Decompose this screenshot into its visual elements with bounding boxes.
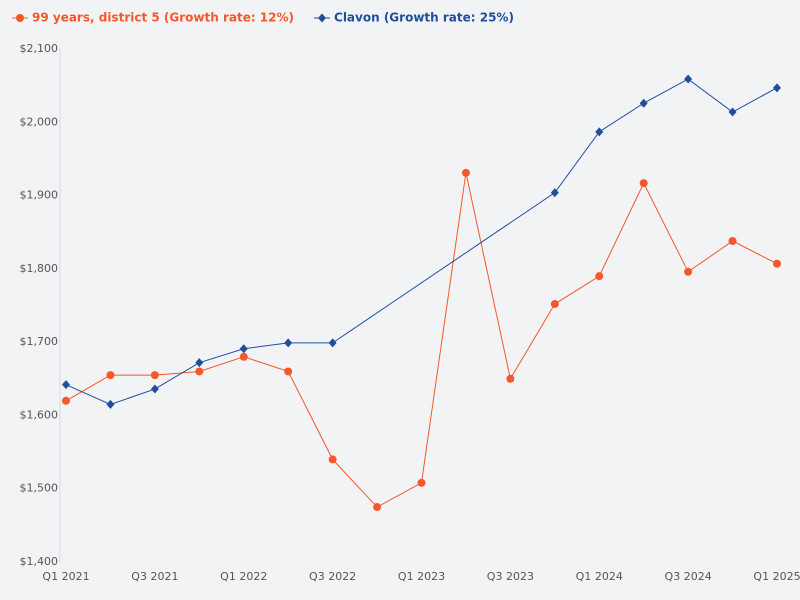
point: [239, 352, 248, 361]
x-tick-label: Q3 2022: [309, 570, 356, 583]
point: [550, 300, 559, 309]
point: [417, 478, 426, 487]
point: [284, 338, 293, 348]
x-tick-label: Q1 2022: [220, 570, 267, 583]
x-tick-label: Q3 2024: [665, 570, 712, 583]
x-tick-label: Q1 2025: [753, 570, 800, 583]
y-tick-label: $1,500: [20, 482, 59, 495]
point: [106, 399, 115, 409]
y-tick-label: $2,000: [20, 115, 59, 128]
x-tick-label: Q3 2023: [487, 570, 534, 583]
point: [728, 237, 737, 246]
point: [328, 338, 337, 348]
point: [62, 380, 70, 390]
y-tick-label: $1,700: [20, 335, 59, 348]
point: [150, 384, 159, 394]
point: [728, 107, 737, 117]
point: [461, 168, 470, 177]
point: [106, 371, 115, 380]
y-tick-label: $1,400: [20, 555, 59, 568]
point: [150, 371, 159, 380]
point: [373, 503, 382, 512]
point: [773, 259, 781, 268]
point: [195, 367, 204, 376]
point: [595, 127, 604, 137]
point: [684, 267, 693, 276]
point: [773, 83, 781, 93]
point: [239, 344, 248, 354]
point: [284, 367, 293, 376]
y-tick-label: $1,600: [20, 408, 59, 421]
point: [195, 358, 204, 368]
point: [506, 374, 515, 383]
y-tick-label: $2,100: [20, 42, 59, 55]
legend-label: Clavon (Growth rate: 25%): [334, 11, 514, 25]
point: [550, 188, 559, 198]
x-tick-label: Q1 2021: [42, 570, 89, 583]
point: [684, 74, 693, 84]
legend-label: 99 years, district 5 (Growth rate: 12%): [32, 11, 294, 25]
point: [62, 396, 70, 405]
y-tick-label: $1,800: [20, 262, 59, 275]
legend-marker: [318, 13, 327, 23]
y-tick-label: $1,900: [20, 189, 59, 202]
x-tick-label: Q3 2021: [131, 570, 178, 583]
point: [595, 272, 604, 281]
point: [639, 98, 648, 108]
legend-marker: [16, 14, 24, 22]
x-tick-label: Q1 2023: [398, 570, 445, 583]
point: [639, 179, 648, 188]
x-tick-label: Q1 2024: [576, 570, 623, 583]
point: [328, 455, 337, 464]
